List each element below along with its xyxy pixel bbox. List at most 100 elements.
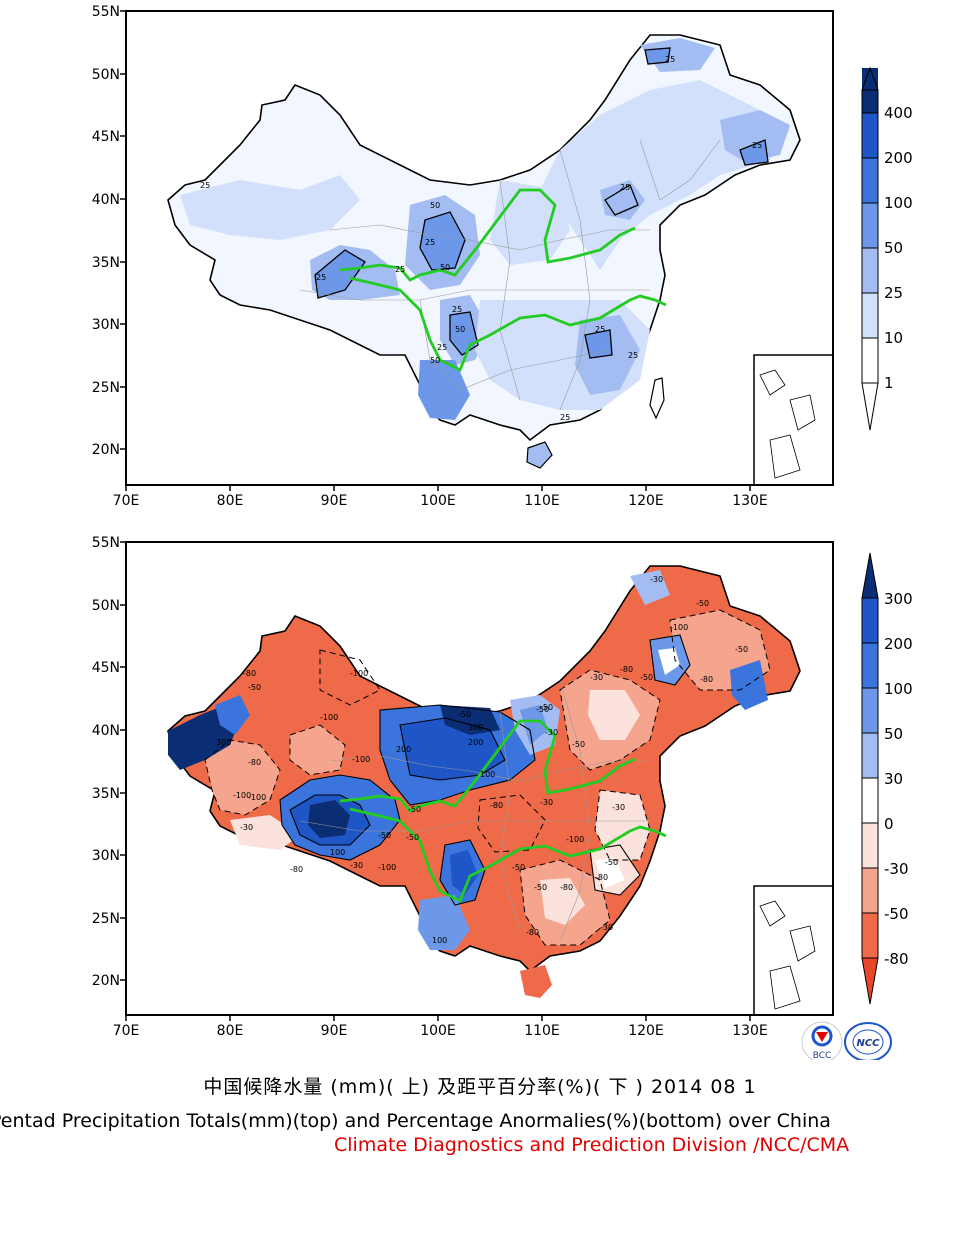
colorbar-label: 30: [884, 770, 903, 788]
contour-label: 100: [480, 770, 495, 779]
contour-label: -100: [352, 755, 370, 764]
contour-label: 25: [665, 55, 675, 64]
lat-label: 40N: [92, 192, 120, 208]
contour-label: -100: [378, 863, 396, 872]
lat-label: 35N: [92, 786, 120, 802]
contour-label: -50: [540, 703, 553, 712]
credit-caption: Climate Diagnostics and Prediction Divis…: [334, 1134, 850, 1156]
contour-label: -50: [696, 599, 709, 608]
contour-label: -50: [378, 831, 391, 840]
lat-label: 35N: [92, 255, 120, 271]
colorbar-label: -80: [884, 950, 909, 968]
lon-label: 80E: [217, 1023, 244, 1039]
lat-label: 20N: [92, 973, 120, 989]
colorbar-label: 200: [884, 149, 913, 167]
ncc-logo: NCC: [844, 1022, 892, 1060]
contour-label: 25: [595, 325, 605, 334]
colorbar-label: 0: [884, 815, 894, 833]
lon-label: 110E: [524, 1023, 560, 1039]
contour-label: -30: [545, 728, 558, 737]
contour-label: 50: [430, 356, 440, 365]
contour-label: -80: [595, 873, 608, 882]
contour-label: -50: [408, 805, 421, 814]
anomaly-dashed-contours: [204, 609, 771, 946]
contour-label: -50: [248, 683, 261, 692]
lat-label: 25N: [92, 380, 120, 396]
lat-label: 55N: [92, 4, 120, 20]
contour-label: 50: [455, 325, 465, 334]
contour-label: -30: [600, 923, 613, 932]
contour-label: -80: [243, 669, 256, 678]
totals-frame: [125, 10, 834, 486]
ncc-logo-text: NCC: [856, 1038, 880, 1049]
lat-label: 40N: [92, 723, 120, 739]
lat-label: 45N: [92, 129, 120, 145]
colorbar-label: -50: [884, 905, 909, 923]
colorbar-label: 100: [884, 194, 913, 212]
totals-panel: 25 50 25 50 25 25 25 25 50 25 25 25 25 2…: [92, 4, 913, 509]
anomaly-lon-labels: 70E 80E 90E 100E 110E 120E 130E: [113, 1023, 768, 1039]
lon-label: 110E: [524, 493, 560, 509]
totals-lat-ticks: [120, 10, 126, 450]
contour-label: -100: [670, 623, 688, 632]
lon-label: 100E: [420, 1023, 456, 1039]
contour-label: -100: [248, 793, 266, 802]
lon-label: 70E: [113, 493, 140, 509]
lon-label: 90E: [321, 493, 348, 509]
contour-label: -80: [700, 675, 713, 684]
colorbar-label: 10: [884, 329, 903, 347]
lon-label: 100E: [420, 493, 456, 509]
contour-label: 50: [440, 263, 450, 272]
contour-label: 25: [628, 351, 638, 360]
hainan-island: [526, 441, 553, 469]
colorbar-label: 100: [884, 680, 913, 698]
contour-label: 100: [330, 848, 345, 857]
anomaly-contour-labels: -100 -100 -80 -50 300 -100 -80 200 -50 3…: [216, 575, 748, 945]
totals-lon-ticks: [125, 485, 751, 491]
south-china-sea-inset: [753, 354, 833, 485]
province-lines: [299, 139, 721, 411]
contour-label: 25: [437, 343, 447, 352]
anomaly-lat-ticks: [120, 541, 126, 981]
anomaly-lat-labels: 55N 50N 45N 40N 35N 30N 25N 20N: [92, 535, 120, 989]
lat-label: 55N: [92, 535, 120, 551]
contour-label: 25: [452, 305, 462, 314]
contour-label: -50: [534, 883, 547, 892]
contour-label: -100: [320, 713, 338, 722]
chinese-caption: 中国候降水量 (mm)( 上) 及距平百分率(%)( 下 ) 2014 08 1: [203, 1076, 757, 1098]
contour-label: 25: [752, 141, 762, 150]
english-caption: Pentad Precipitation Totals(mm)(top) and…: [0, 1110, 831, 1132]
lat-label: 50N: [92, 67, 120, 83]
anomaly-frame: [125, 541, 834, 1016]
lon-label: 130E: [732, 493, 768, 509]
contour-label: -30: [350, 861, 363, 870]
totals-map-area: 25 50 25 50 25 25 25 25 50 25 25 25 25 2…: [126, 11, 833, 485]
colorbar-label: -30: [884, 860, 909, 878]
lat-label: 45N: [92, 660, 120, 676]
lon-label: 90E: [321, 1023, 348, 1039]
contour-label: 100: [432, 936, 447, 945]
contour-label: -80: [620, 665, 633, 674]
contour-label: 200: [396, 745, 411, 754]
contour-label: -80: [490, 801, 503, 810]
colorbar-label: 300: [884, 590, 913, 608]
south-china-sea-inset: [753, 885, 833, 1015]
contour-label: 25: [425, 238, 435, 247]
contour-label: -50: [458, 710, 471, 719]
contour-label: -50: [406, 833, 419, 842]
contour-label: -80: [248, 758, 261, 767]
colorbar-label: 50: [884, 239, 903, 257]
river-lines: [339, 188, 667, 372]
contour-label: 25: [560, 413, 570, 422]
contour-label: -50: [735, 645, 748, 654]
contour-label: -80: [526, 928, 539, 937]
lat-label: 50N: [92, 598, 120, 614]
totals-lon-labels: 70E 80E 90E 100E 110E 120E 130E: [113, 493, 768, 509]
colorbar-label: 400: [884, 104, 913, 122]
contour-label: 25: [620, 183, 630, 192]
lon-label: 130E: [732, 1023, 768, 1039]
contour-label: -30: [590, 673, 603, 682]
colorbar-label: 25: [884, 284, 903, 302]
colorbar-label: 1: [884, 374, 894, 392]
contour-label: -80: [560, 883, 573, 892]
